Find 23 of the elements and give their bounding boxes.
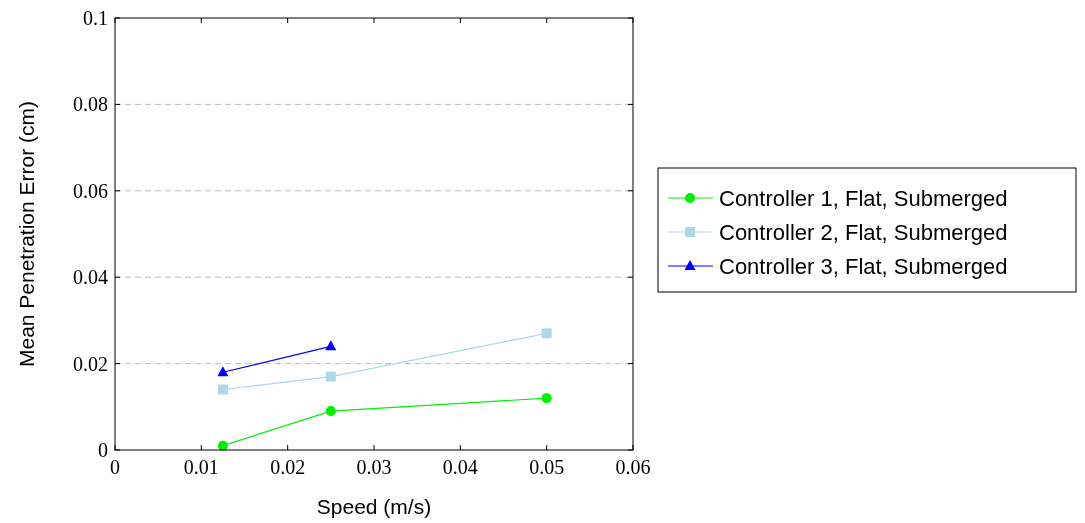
x-tick-label: 0.01 bbox=[183, 456, 219, 478]
y-tick-label: 0.04 bbox=[73, 266, 108, 289]
x-tick-label: 0.03 bbox=[356, 456, 392, 478]
point bbox=[541, 393, 552, 404]
y-tick-label: 0.08 bbox=[73, 93, 108, 116]
point bbox=[217, 440, 228, 451]
y-tick-label: 0.1 bbox=[83, 7, 108, 29]
y-axis-title: Mean Penetration Error (cm) bbox=[15, 100, 38, 368]
x-axis-title: Speed (m/s) bbox=[316, 495, 432, 518]
legend-label: Controller 3, Flat, Submerged bbox=[719, 254, 1008, 279]
legend-label: Controller 1, Flat, Submerged bbox=[719, 186, 1008, 211]
y-tick-label: 0.06 bbox=[73, 179, 108, 202]
x-tick-label: 0.05 bbox=[529, 456, 565, 478]
point bbox=[217, 384, 228, 395]
x-tick-label: 0.04 bbox=[442, 456, 478, 478]
x-tick-label: 0.06 bbox=[615, 456, 651, 478]
point bbox=[325, 371, 336, 382]
legend-label: Controller 2, Flat, Submerged bbox=[719, 220, 1008, 245]
point bbox=[541, 328, 552, 339]
y-tick-label: 0 bbox=[98, 439, 108, 461]
x-tick-label: 0.02 bbox=[270, 456, 306, 478]
point bbox=[325, 406, 336, 417]
y-tick-label: 0.02 bbox=[73, 352, 108, 375]
